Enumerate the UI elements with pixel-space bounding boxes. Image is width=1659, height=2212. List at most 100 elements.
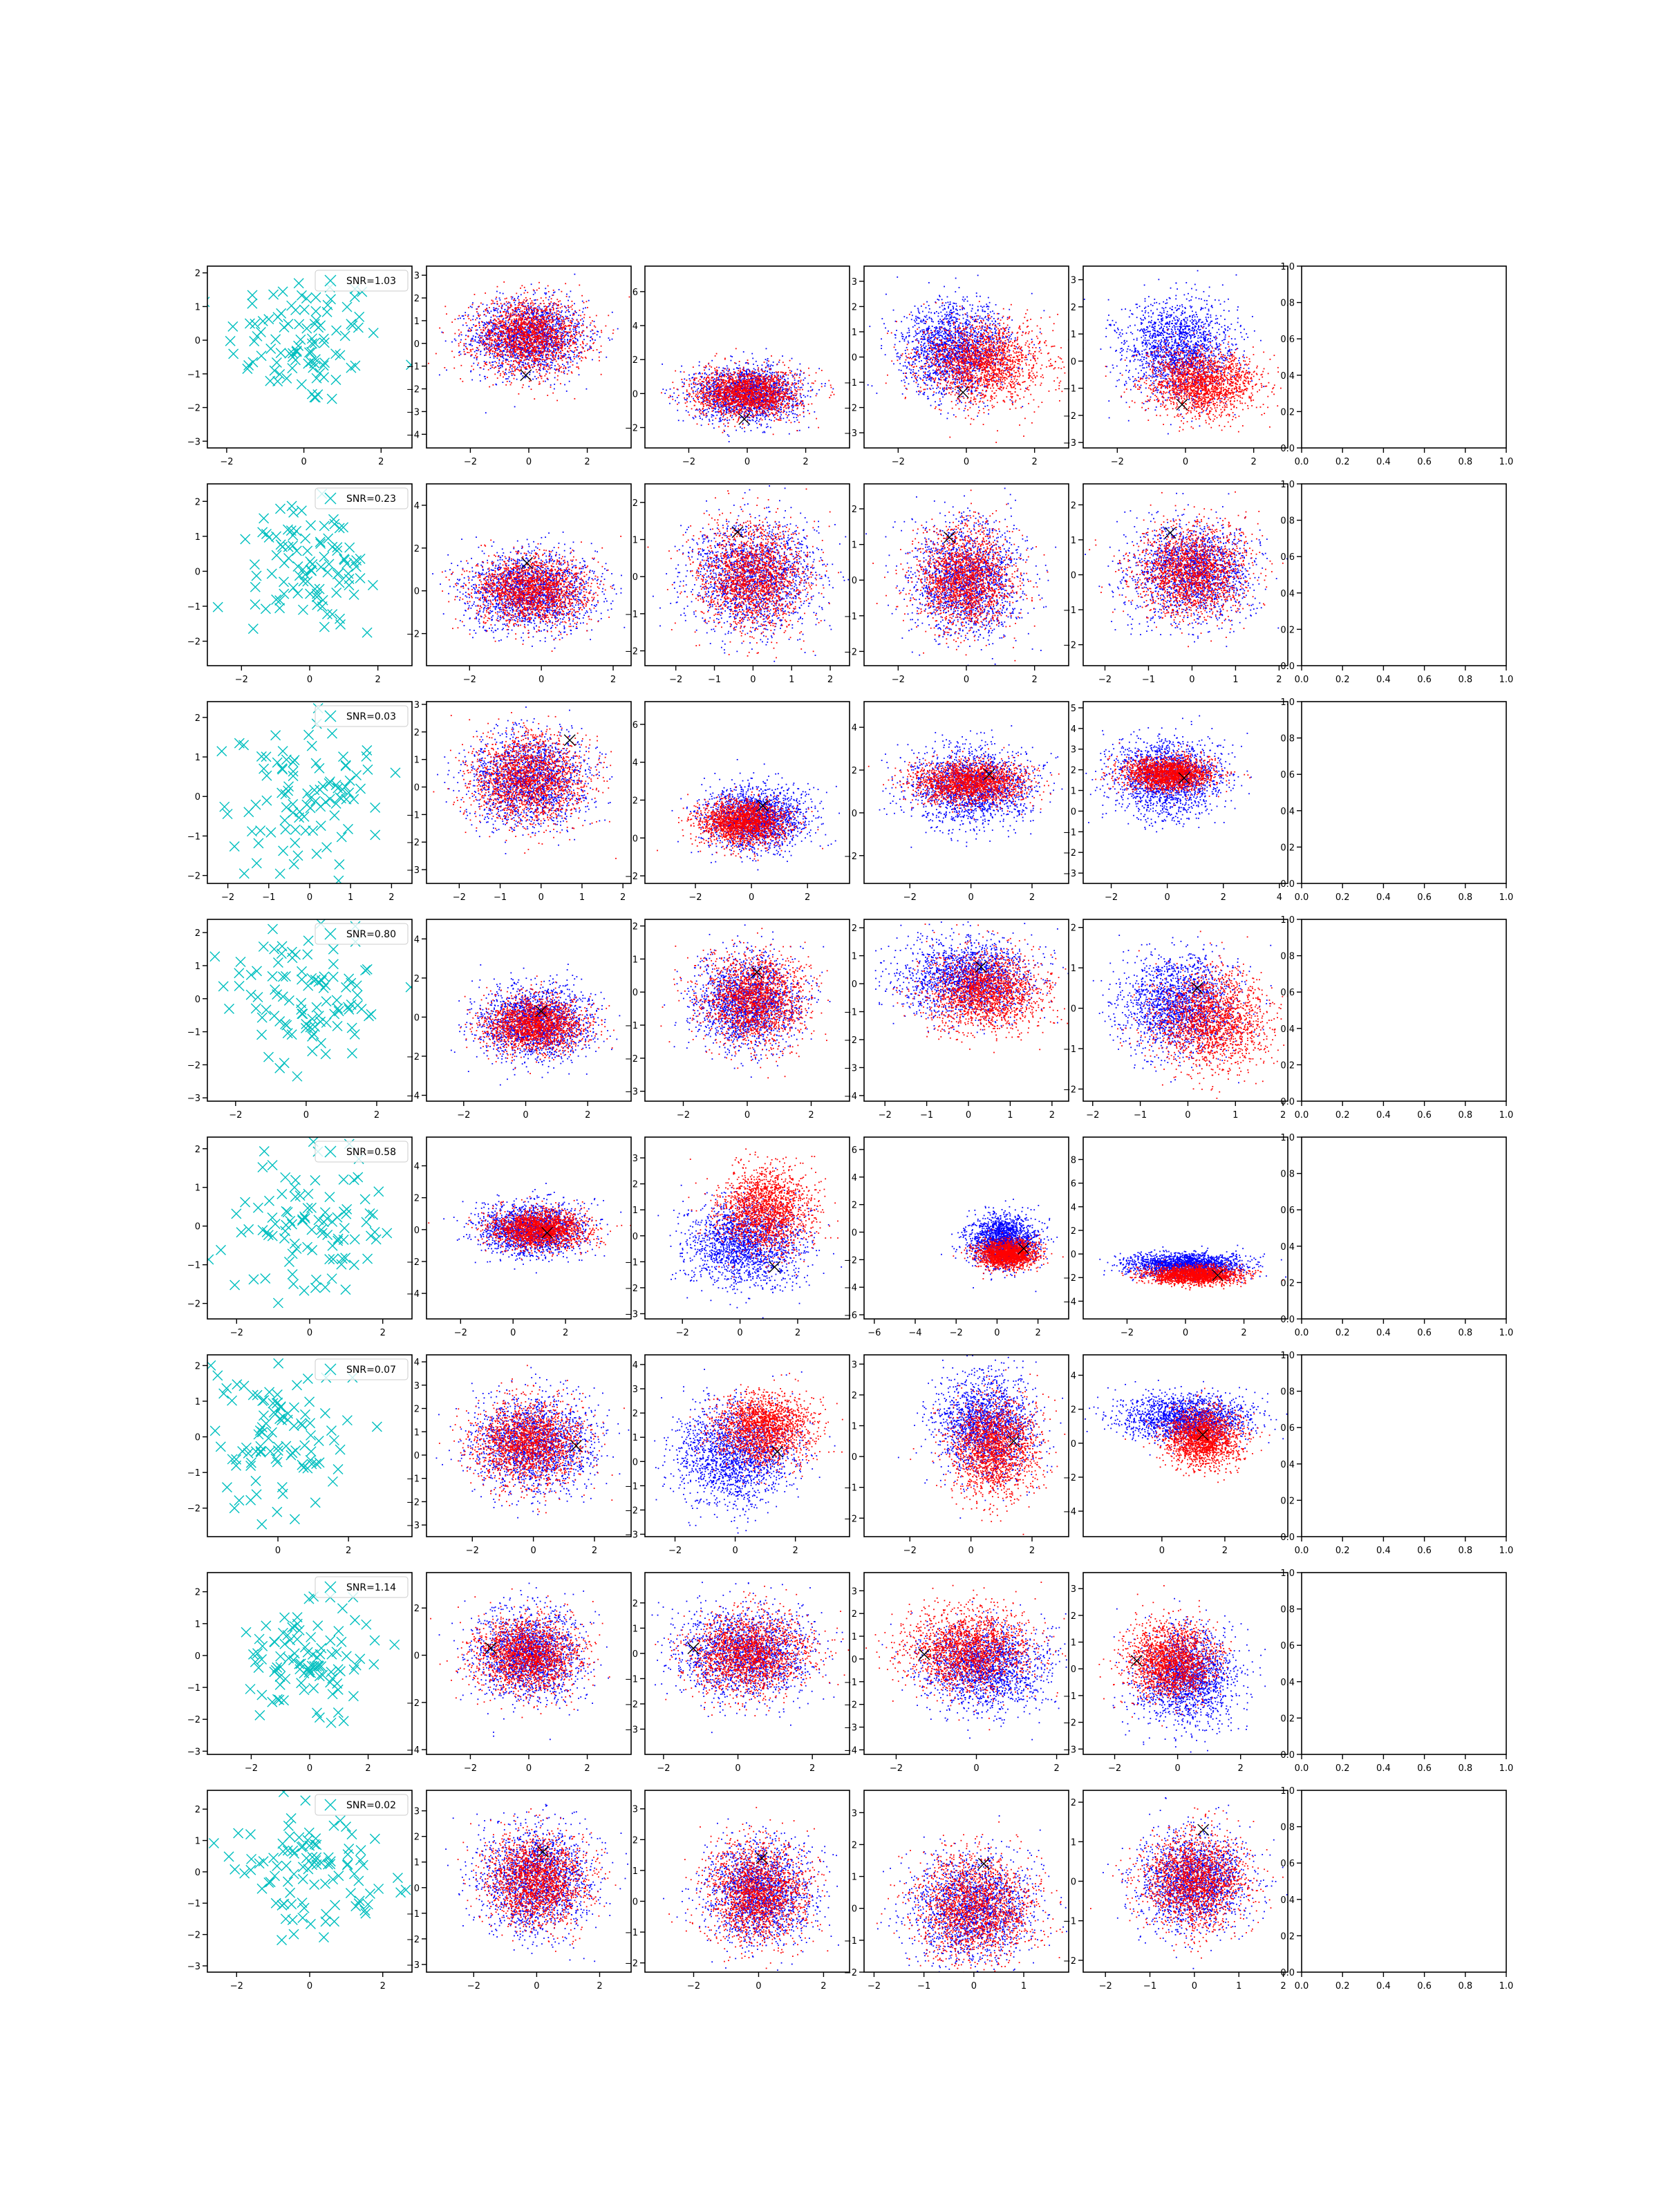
red-point	[518, 369, 520, 371]
blue-point	[485, 353, 487, 354]
red-point	[499, 339, 500, 341]
x-tick-label: 0	[301, 457, 306, 467]
blue-point	[555, 324, 556, 325]
red-point	[485, 328, 486, 330]
blue-point	[544, 292, 545, 294]
blue-point	[484, 361, 485, 362]
blue-point	[765, 415, 766, 417]
blue-point	[559, 321, 561, 322]
blue-point	[590, 324, 591, 326]
red-point	[521, 344, 522, 346]
red-point	[568, 348, 570, 349]
red-point	[570, 336, 571, 337]
red-point	[510, 348, 512, 349]
blue-point	[494, 310, 496, 311]
red-point	[472, 304, 474, 306]
red-point	[516, 325, 517, 326]
red-point	[513, 323, 514, 324]
red-point	[532, 344, 534, 346]
blue-point	[472, 319, 474, 320]
red-point	[484, 366, 485, 367]
red-point	[552, 312, 553, 314]
blue-point	[791, 375, 793, 376]
red-point	[565, 306, 566, 308]
blue-point	[512, 299, 513, 300]
sample-point	[346, 363, 356, 373]
blue-point	[568, 370, 570, 371]
red-point	[503, 281, 505, 283]
blue-point	[709, 420, 711, 422]
red-point	[492, 301, 494, 302]
sample-point	[278, 287, 288, 297]
red-point	[556, 303, 557, 305]
blue-point	[545, 324, 547, 325]
red-point	[464, 351, 465, 353]
red-point	[506, 344, 507, 345]
red-point	[553, 336, 554, 337]
red-point	[541, 351, 543, 353]
red-point	[531, 326, 532, 328]
blue-point	[563, 335, 564, 336]
red-point	[506, 332, 507, 334]
red-point	[559, 345, 561, 346]
blue-point	[505, 372, 506, 373]
red-point	[537, 355, 538, 356]
red-point	[543, 310, 544, 312]
red-point	[540, 353, 541, 354]
red-point	[560, 327, 561, 328]
blue-point	[583, 308, 584, 310]
blue-point	[483, 368, 485, 370]
red-point	[516, 335, 517, 336]
red-point	[581, 346, 583, 348]
blue-point	[486, 333, 487, 335]
red-point	[523, 343, 524, 344]
red-point	[505, 335, 506, 337]
red-point	[507, 320, 509, 321]
red-point	[581, 332, 583, 333]
red-point	[558, 314, 559, 315]
blue-point	[736, 367, 738, 368]
sample-point	[350, 292, 359, 302]
red-point	[470, 330, 471, 332]
red-point	[548, 354, 550, 355]
red-point	[521, 325, 523, 326]
red-point	[494, 368, 495, 369]
red-point	[544, 324, 545, 325]
blue-point	[512, 339, 513, 341]
red-point	[518, 335, 520, 336]
red-point	[524, 287, 525, 288]
red-point	[560, 335, 561, 337]
red-point	[553, 355, 554, 357]
red-point	[527, 292, 528, 293]
red-point	[571, 323, 572, 324]
legend-label: SNR=1.03	[346, 276, 396, 287]
red-point	[497, 322, 498, 324]
blue-point	[711, 416, 713, 418]
blue-point	[494, 361, 496, 362]
red-point	[544, 346, 545, 347]
blue-point	[521, 315, 522, 316]
blue-point	[536, 378, 537, 379]
blue-point	[532, 359, 533, 360]
red-point	[547, 359, 548, 360]
red-point	[581, 360, 582, 362]
red-point	[537, 299, 538, 301]
red-point	[500, 316, 502, 317]
blue-point	[556, 330, 558, 332]
blue-point	[494, 353, 495, 355]
blue-point	[767, 358, 769, 359]
blue-point	[800, 400, 802, 402]
blue-point	[541, 330, 542, 332]
red-point	[541, 348, 543, 350]
blue-point	[554, 350, 556, 351]
red-point	[518, 341, 519, 342]
red-point	[509, 369, 510, 371]
red-point	[516, 292, 517, 294]
red-point	[534, 363, 535, 364]
red-point	[551, 346, 552, 348]
blue-point	[577, 346, 579, 348]
red-point	[559, 338, 560, 339]
blue-point	[442, 332, 443, 333]
blue-point	[469, 328, 470, 329]
blue-point	[551, 367, 552, 368]
